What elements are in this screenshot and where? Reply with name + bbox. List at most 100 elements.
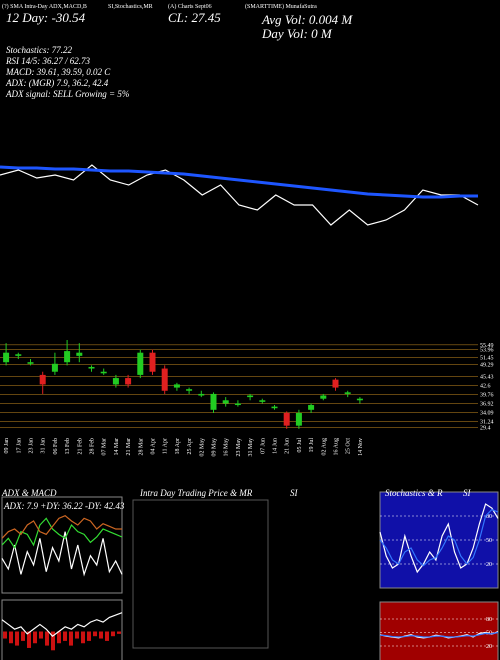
- stoch-stat: Stochastics: 77.22: [6, 45, 72, 55]
- x-tick-label: 25 Oct: [346, 438, 352, 454]
- x-tick-label: 06 Feb: [53, 438, 59, 455]
- panel-frame: [1, 599, 123, 660]
- bar: [63, 631, 67, 641]
- bar: [45, 631, 49, 646]
- y-tick-label: 80: [486, 514, 492, 520]
- y-tick-label: 36.92: [480, 402, 494, 408]
- y-tick-label: 53.96: [480, 348, 494, 354]
- bar: [105, 631, 109, 641]
- y-tick-label: 51.45: [480, 356, 494, 362]
- x-tick-label: 18 Apr: [175, 438, 181, 455]
- candle-body: [259, 400, 266, 402]
- panel-bg: [379, 601, 499, 660]
- panel-title: Stochastics & R: [385, 488, 443, 498]
- title-mid: SI,Stochastics,MR: [108, 4, 153, 10]
- series-line: [379, 503, 499, 574]
- x-tick-label: 28 Mar: [138, 438, 144, 456]
- x-tick-label: 31 Jan: [41, 438, 47, 454]
- bar: [69, 631, 73, 646]
- x-tick-label: 31 May: [248, 438, 254, 457]
- x-tick-label: 13 Feb: [65, 438, 71, 455]
- bar: [21, 631, 25, 641]
- bar: [9, 631, 13, 644]
- x-tick-label: 21 Feb: [77, 438, 83, 455]
- series-line: [1, 514, 122, 539]
- day-vol: Day Vol: 0 M: [261, 26, 333, 41]
- bar: [15, 631, 19, 646]
- y-tick-label: 39.76: [480, 393, 494, 399]
- x-tick-label: 21 Jun: [285, 438, 291, 454]
- adx-signal: ADX signal: SELL Growing = 5%: [5, 89, 129, 99]
- y-tick-label: 49.29: [480, 362, 494, 368]
- candle-body: [210, 393, 217, 410]
- x-tick-label: 07 Mar: [102, 438, 108, 456]
- bar: [117, 631, 121, 634]
- x-tick-label: 09 May: [212, 438, 218, 457]
- series-line: [379, 631, 499, 638]
- intraday-title2: SI: [290, 488, 299, 498]
- title-source: (A) Charts Sept06: [168, 3, 212, 10]
- panel-title2: SI: [463, 488, 472, 498]
- x-tick-label: 21 Mar: [126, 438, 132, 456]
- avg-vol: Avg Vol: 0.004 M: [261, 12, 353, 27]
- candle-body: [161, 368, 168, 391]
- y-tick-label: 80: [486, 617, 492, 623]
- candle-body: [356, 398, 363, 401]
- y-tick-label: 34.09: [480, 411, 494, 417]
- y-tick-label: 31.24: [480, 420, 494, 426]
- x-tick-label: 04 Apr: [151, 438, 157, 455]
- candle-body: [271, 406, 278, 409]
- bar: [93, 631, 97, 637]
- y-tick-label: 29.4: [480, 426, 491, 432]
- candle-body: [308, 405, 315, 410]
- x-tick-label: 14 Mar: [114, 438, 120, 456]
- macd-stat: MACD: 39.61, 39.59, 0.02 C: [5, 67, 111, 77]
- series-line: [0, 164, 479, 226]
- x-tick-label: 25 Apr: [187, 438, 193, 455]
- y-tick-label: 50: [486, 538, 492, 544]
- candle-body: [186, 389, 193, 391]
- candle-body: [39, 374, 46, 385]
- intraday-title: Intra Day Trading Price & MR: [139, 488, 253, 498]
- candle-body: [222, 400, 229, 404]
- candle-body: [332, 379, 339, 388]
- candle-body: [234, 403, 241, 406]
- x-tick-label: 16 Aug: [334, 438, 340, 456]
- bar: [51, 631, 55, 651]
- x-tick-label: 09 Jan: [4, 438, 10, 454]
- x-tick-label: 17 Jan: [16, 438, 22, 454]
- candle-body: [344, 392, 351, 394]
- bar: [111, 631, 115, 637]
- bar: [33, 631, 37, 644]
- bar: [87, 631, 91, 641]
- y-tick-label: 20: [486, 644, 492, 650]
- candle-body: [320, 395, 327, 399]
- candle-body: [198, 393, 205, 396]
- bar: [75, 631, 79, 639]
- x-tick-label: 28 Feb: [90, 438, 96, 455]
- x-tick-label: 23 Jan: [29, 438, 35, 454]
- title-left: (?) SMA Intra-Day ADX,MACD,B: [2, 3, 87, 10]
- panel-title: ADX & MACD: [1, 488, 57, 498]
- candle-body: [283, 412, 290, 426]
- candle-body: [64, 351, 71, 363]
- series-line: [1, 531, 123, 577]
- panel-label: ADX: 7.9 +DY: 36.22 -DY: 42.43: [3, 501, 125, 511]
- close: CL: 27.45: [168, 10, 221, 25]
- y-tick-label: 20: [486, 562, 492, 568]
- candle-body: [51, 363, 58, 372]
- candle-body: [125, 378, 132, 385]
- bar: [3, 631, 7, 639]
- day-change: 12 Day: -30.54: [6, 10, 86, 25]
- x-tick-label: 23 May: [236, 438, 242, 457]
- candle-body: [88, 366, 95, 369]
- x-tick-label: 11 Apr: [163, 438, 169, 454]
- x-tick-label: 07 Jun: [260, 438, 266, 454]
- bar: [81, 631, 85, 644]
- panel-bg: [379, 491, 499, 589]
- x-tick-label: 05 Jul: [297, 438, 303, 453]
- y-tick-label: 42.6: [480, 384, 491, 390]
- x-tick-label: 16 May: [224, 438, 230, 457]
- adx-stat: ADX: (MGR) 7.9, 36.2, 42.4: [5, 78, 109, 88]
- candle-body: [112, 378, 119, 385]
